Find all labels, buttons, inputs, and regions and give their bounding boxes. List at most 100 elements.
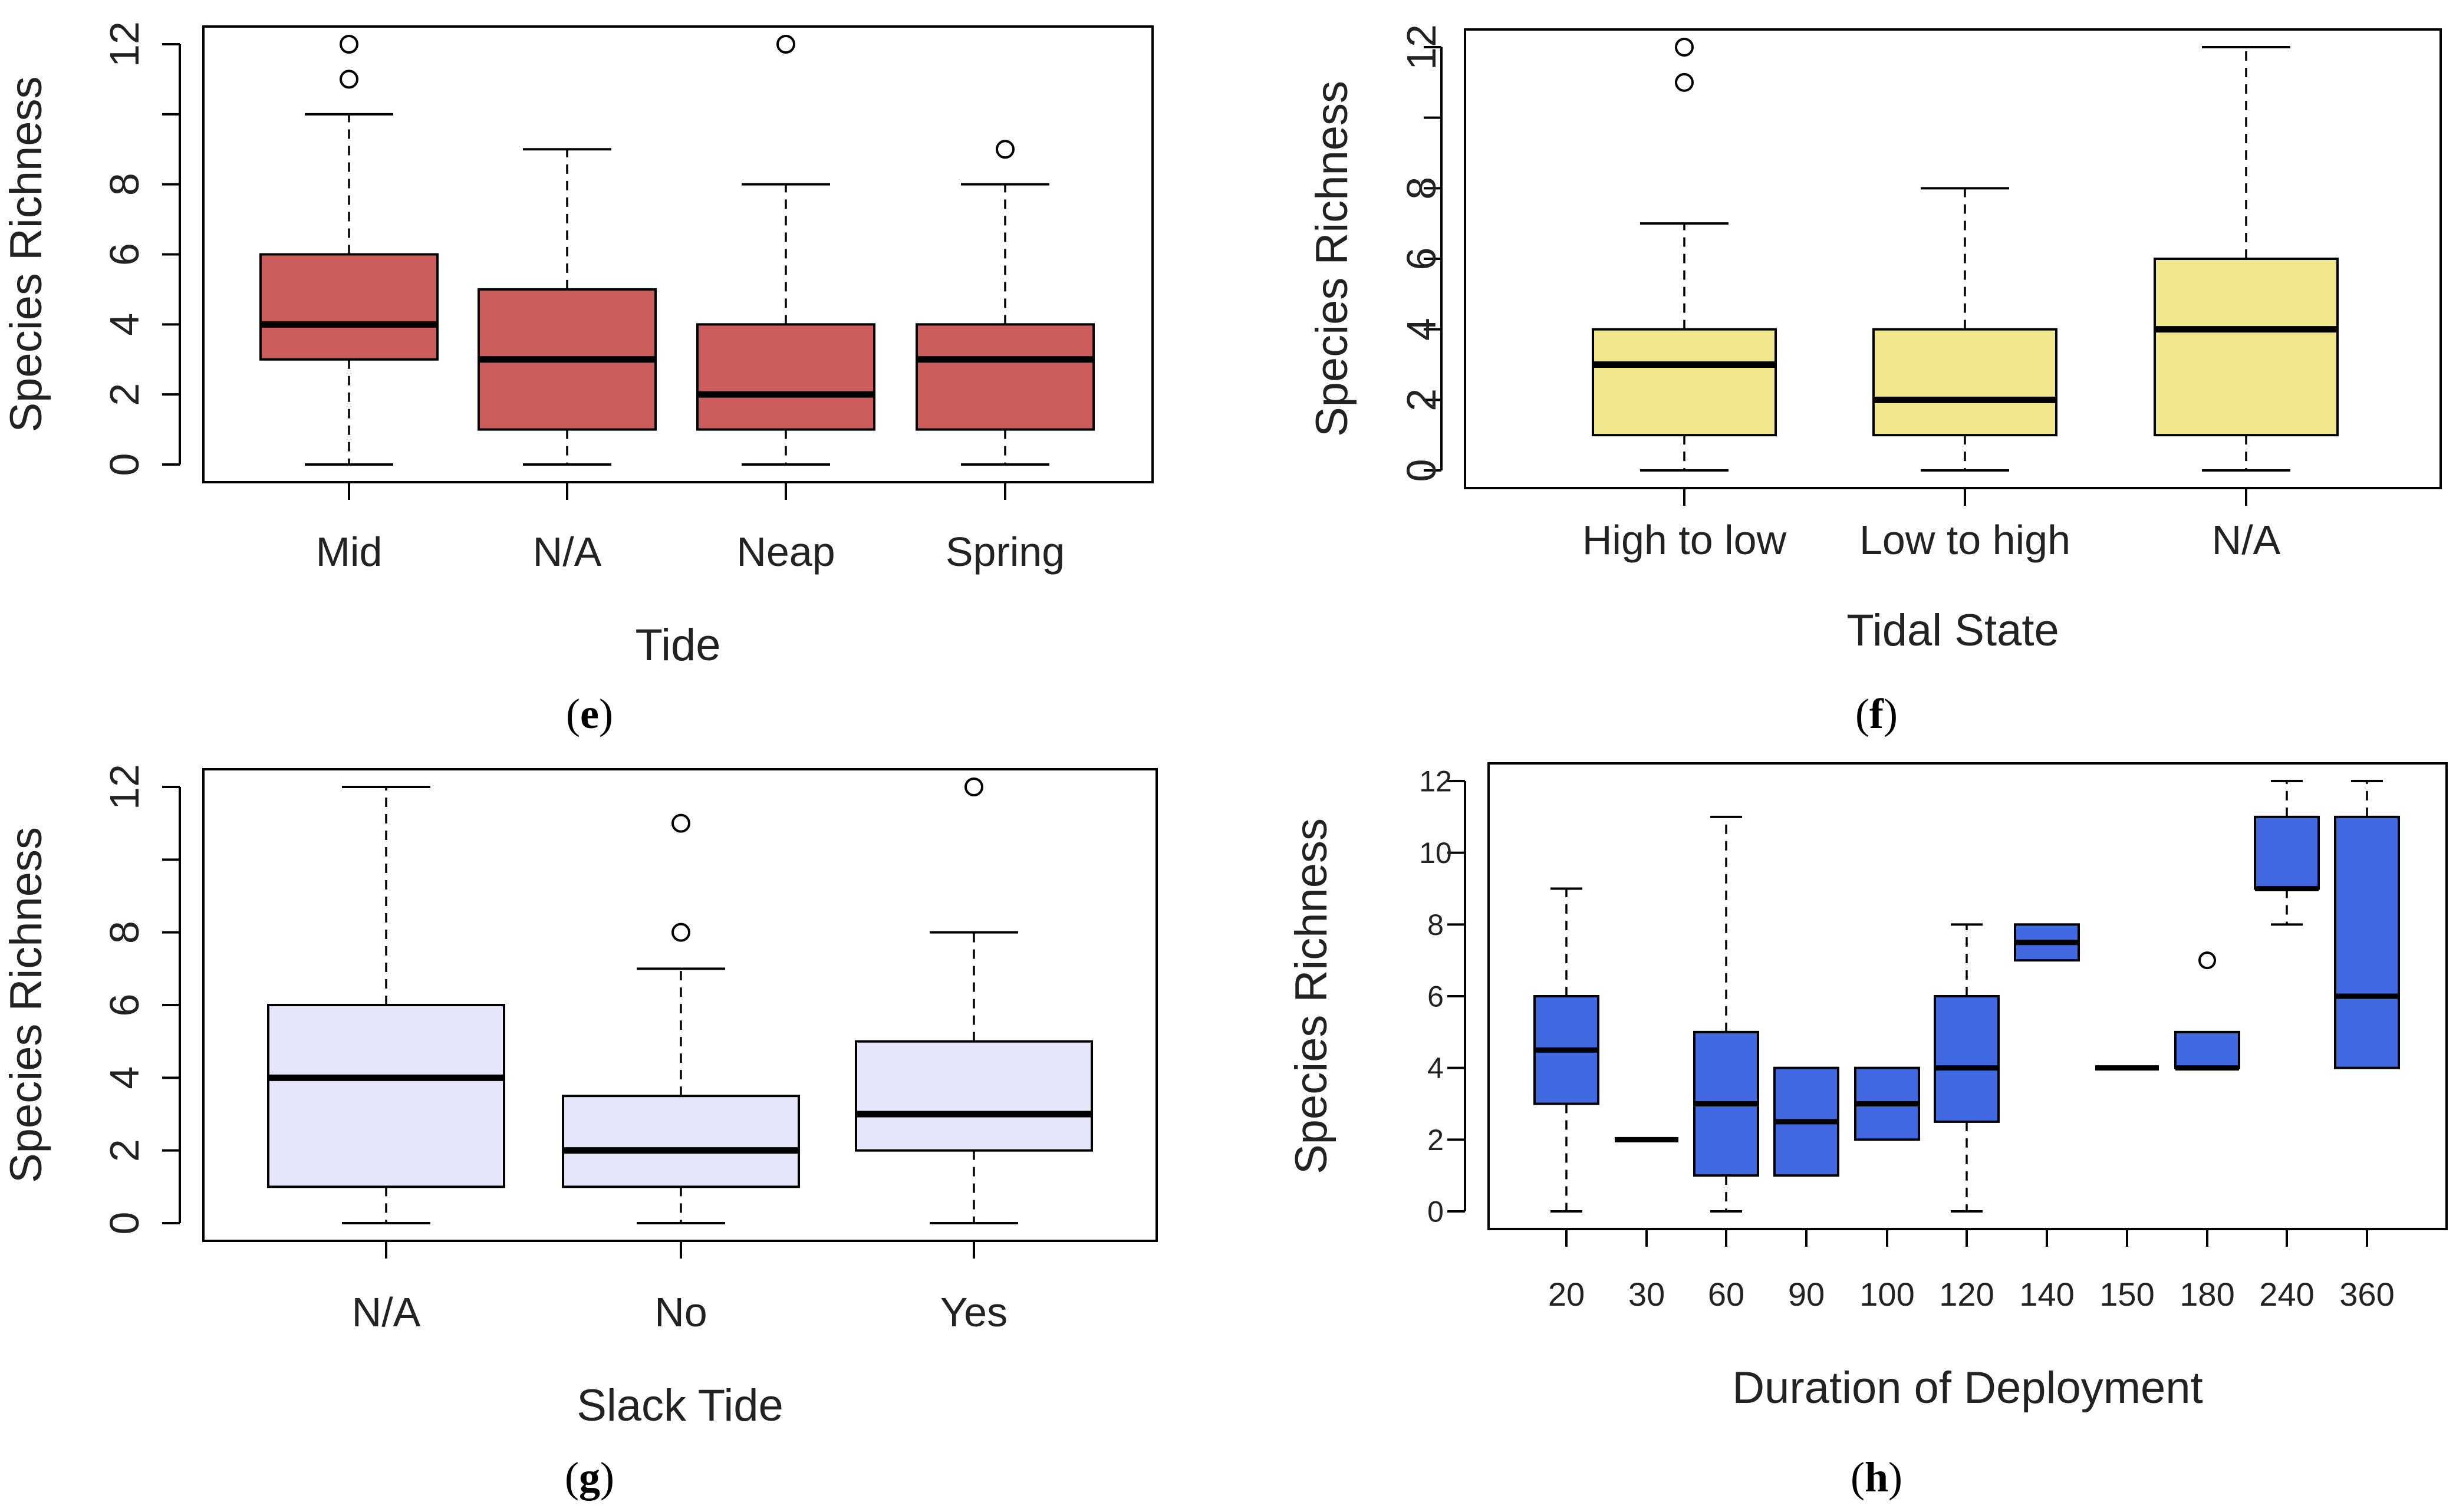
box-Low to high [1872, 187, 2057, 472]
panel-f-label: (f) [1855, 690, 1898, 737]
panel-h-chart: 0 2 4 6 8 10 12 Species Richness 20 30 60 90 100 120 1… [1286, 762, 2448, 1413]
y-tick-label: 2 [1398, 388, 1444, 411]
y-tick-label: 4 [1398, 318, 1444, 341]
plot-frame [1464, 28, 2442, 489]
y-tick-label: 0 [1427, 1195, 1444, 1228]
y-tick-label: 12 [101, 21, 147, 67]
iqr-box [855, 1040, 1093, 1152]
outlier-point [340, 70, 358, 89]
x-tick-label: 180 [2180, 1276, 2234, 1313]
y-tick-label: 12 [101, 764, 147, 810]
y-tick-label: 8 [101, 173, 147, 196]
x-axis-title: Duration of Deployment [1732, 1363, 2203, 1413]
x-tick-label: Yes [940, 1289, 1008, 1335]
panel-e-letter: e [580, 690, 599, 737]
y-tick-label: 4 [1427, 1052, 1444, 1085]
iqr-box [2254, 815, 2320, 890]
panel-f-letter: f [1869, 690, 1884, 737]
x-tick-label: N/A [2212, 517, 2281, 563]
y-tick-label: 6 [101, 243, 147, 266]
panel-h-letter: h [1864, 1454, 1889, 1501]
box-60 [1693, 815, 1759, 1213]
y-tick-label: 12 [1419, 765, 1452, 798]
panel-e-chart: 0 2 4 6 8 12 Species Richness Mid N/A Neap Spring T… [1, 21, 1154, 670]
iqr-box [1872, 328, 2057, 437]
x-tick-label: N/A [533, 529, 602, 575]
y-tick-label: 2 [101, 1139, 147, 1162]
y-tick-label: 0 [101, 453, 147, 476]
outlier-point [996, 140, 1015, 159]
panel-g-chart: 0 2 4 6 8 12 Species Richness N/A No Yes Slack Tid… [1, 764, 1158, 1431]
x-tick-label: High to low [1582, 517, 1787, 563]
y-tick-label: 12 [1398, 24, 1444, 70]
box-140 [2014, 923, 2080, 962]
box-No [562, 813, 800, 1224]
plot-frame [202, 25, 1154, 483]
x-tick-label: 150 [2099, 1276, 2154, 1313]
outlier-point [964, 778, 983, 796]
x-tick-label: 360 [2339, 1276, 2394, 1313]
x-tick-label: 90 [1788, 1276, 1825, 1313]
box-100 [1854, 1066, 1920, 1141]
y-tick-label: 4 [101, 313, 147, 336]
x-tick-label: 240 [2259, 1276, 2314, 1313]
x-tick-label: No [654, 1289, 707, 1335]
panel-g-letter: g [579, 1454, 600, 1501]
box-Spring [916, 140, 1095, 466]
x-axis-title: Tide [635, 620, 720, 670]
y-tick-label: 10 [1419, 836, 1452, 869]
iqr-box [2154, 258, 2339, 437]
y-tick-label: 6 [1398, 248, 1444, 271]
box-High to low [1592, 38, 1777, 472]
x-tick-label: Neap [736, 529, 835, 575]
box-N/A [267, 786, 505, 1224]
iqr-box [2174, 1030, 2240, 1069]
outlier-point [776, 35, 795, 54]
iqr-box [1592, 328, 1777, 437]
y-axis-title: Species Richness [1307, 81, 1357, 437]
box-20 [1533, 887, 1599, 1213]
y-tick-label: 8 [101, 921, 147, 944]
x-tick-label: 30 [1628, 1276, 1665, 1313]
iqr-box [696, 323, 875, 431]
x-tick-label: 60 [1708, 1276, 1744, 1313]
outlier-point [671, 923, 690, 942]
panel-f-chart: 0 2 4 6 8 12 Species Richness High to low Low to… [1307, 24, 2442, 655]
y-tick-label: 2 [101, 383, 147, 406]
iqr-box [1934, 995, 2000, 1123]
iqr-box [562, 1095, 800, 1188]
x-axis-title: Tidal State [1846, 605, 2059, 655]
box-Yes [855, 778, 1093, 1224]
box-Mid [259, 35, 439, 466]
x-tick-label: 140 [2019, 1276, 2074, 1313]
outlier-point [1675, 73, 1694, 92]
outlier-point [671, 813, 690, 833]
y-tick-label: 0 [101, 1212, 147, 1235]
x-tick-label: 100 [1859, 1276, 1914, 1313]
box-360 [2334, 780, 2400, 1069]
y-axis-title: Species Richness [1, 827, 51, 1183]
x-tick-label: Spring [946, 529, 1065, 575]
box-120 [1934, 923, 2000, 1213]
x-tick-label: N/A [352, 1289, 421, 1335]
box-N/A [2154, 46, 2339, 472]
iqr-box [267, 1004, 505, 1188]
box-90 [1773, 1066, 1839, 1177]
y-tick-label: 8 [1398, 177, 1444, 200]
x-tick-label: 20 [1548, 1276, 1585, 1313]
y-axis-title: Species Richness [1286, 818, 1336, 1174]
y-tick-label: 2 [1427, 1124, 1444, 1157]
panel-e-label: (e) [566, 690, 613, 737]
box-Neap [696, 35, 875, 466]
outlier-point [1675, 38, 1694, 57]
box-180 [2174, 951, 2240, 1071]
y-axis-title: Species Richness [1, 76, 51, 432]
x-axis-title: Slack Tide [577, 1381, 783, 1431]
y-tick-label: 6 [1427, 980, 1444, 1013]
x-tick-label: Low to high [1859, 517, 2070, 563]
outlier-point [340, 35, 358, 54]
iqr-box [916, 323, 1095, 431]
panel-g-label: (g) [565, 1454, 614, 1501]
y-tick-label: 0 [1398, 459, 1444, 482]
